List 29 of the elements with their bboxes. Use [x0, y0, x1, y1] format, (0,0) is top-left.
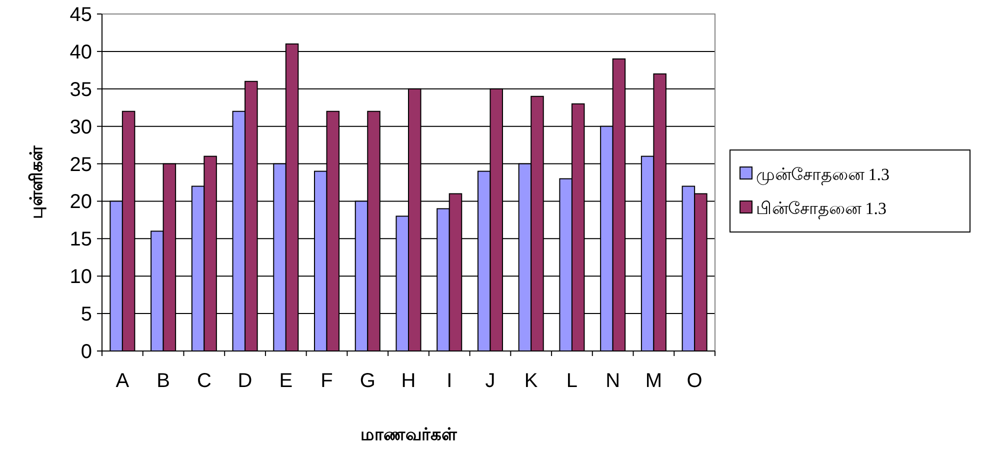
x-tick-label: I	[446, 370, 452, 392]
y-tick-label: 10	[70, 266, 92, 288]
y-axis-title: புள்ளிகள்	[27, 145, 46, 219]
x-tick-label: H	[401, 370, 416, 392]
x-tick-label: A	[116, 370, 130, 392]
x-tick-label: L	[566, 370, 578, 392]
legend-label: பின்சோதனை 1.3	[756, 199, 886, 218]
y-tick-label: 15	[70, 228, 92, 251]
y-tick-label: 30	[70, 116, 92, 138]
legend-label: முன்சோதனை 1.3	[756, 165, 890, 185]
y-tick-label: 0	[80, 341, 92, 363]
x-tick-label: C	[196, 370, 212, 392]
x-tick-label: E	[279, 370, 293, 392]
x-tick-label: B	[156, 370, 170, 392]
y-tick-label: 35	[70, 78, 92, 101]
y-tick-label: 25	[70, 154, 92, 176]
y-tick-label: 20	[70, 191, 92, 214]
x-tick-label: J	[485, 370, 496, 392]
x-tick-label: M	[645, 370, 662, 392]
x-tick-label: D	[238, 370, 252, 392]
x-tick-label: O	[686, 370, 702, 392]
x-axis-title: மாணவர்கள்	[360, 425, 458, 444]
x-tick-label: F	[320, 370, 333, 392]
y-tick-label: 45	[70, 4, 92, 26]
x-tick-label: K	[524, 370, 538, 392]
y-tick-label: 40	[70, 41, 92, 64]
x-tick-label: N	[606, 370, 620, 392]
x-tick-label: G	[360, 370, 376, 392]
y-tick-label: 5	[80, 304, 92, 326]
